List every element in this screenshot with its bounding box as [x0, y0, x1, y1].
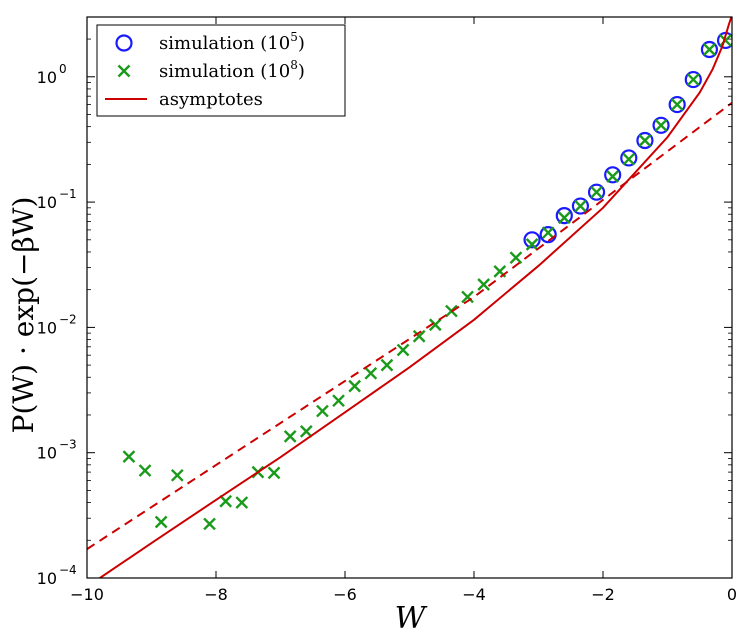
circle-point-8 [652, 116, 670, 134]
x-point-23 [509, 251, 523, 265]
circle-point-10 [684, 70, 702, 89]
x-point-16 [396, 343, 410, 357]
legend-marker-x [117, 64, 131, 78]
x-point-10 [299, 425, 313, 438]
x-point-24 [525, 237, 539, 251]
x-point-8 [267, 466, 281, 480]
x-point-25 [541, 226, 555, 240]
circle-point-7 [636, 131, 654, 150]
asymptote-solid-line [99, 17, 732, 578]
asymptote-dashed-line [87, 102, 732, 550]
y-tick-label-2: 10 [37, 318, 57, 337]
circle-point-1 [539, 226, 557, 244]
x-point-6 [235, 496, 249, 509]
legend-label-1: simulation (108) [159, 58, 305, 82]
x-point-28 [590, 185, 603, 199]
legend-marker-circle [115, 34, 133, 52]
x-point-11 [316, 404, 329, 418]
x-point-35 [703, 43, 716, 56]
y-tick-exponent-1: −3 [59, 438, 77, 452]
x-tick-label-0: −10 [70, 585, 104, 604]
legend-box [96, 24, 346, 117]
x-point-1 [138, 464, 152, 477]
circle-point-11 [700, 40, 719, 59]
y-tick-label-4: 10 [37, 68, 57, 87]
x-point-20 [461, 290, 474, 304]
circle-point-9 [668, 95, 686, 114]
x-point-34 [686, 73, 700, 86]
x-tick-label-2: −6 [333, 585, 357, 604]
circle-point-3 [571, 197, 590, 215]
x-tick-label-3: −4 [462, 585, 486, 604]
x-point-12 [332, 394, 345, 408]
x-point-4 [203, 517, 216, 531]
x-point-18 [428, 318, 442, 332]
plot-area [87, 17, 732, 578]
plot-frame [86, 16, 733, 579]
x-point-9 [283, 430, 297, 443]
x-point-30 [622, 152, 636, 166]
x-point-27 [574, 199, 587, 213]
x-point-31 [638, 134, 652, 147]
x-point-14 [364, 366, 378, 380]
y-tick-exponent-2: −2 [59, 312, 77, 326]
legend-label-2: asymptotes [159, 89, 263, 110]
circle-point-5 [604, 166, 622, 184]
y-tick-exponent-0: −4 [59, 563, 77, 577]
x-point-2 [154, 515, 168, 529]
x-point-15 [380, 358, 394, 372]
x-point-17 [412, 329, 426, 343]
x-point-3 [170, 468, 184, 482]
x-axis-label: W [395, 601, 428, 635]
legend: simulation (105) simulation (108) asymptot… [96, 24, 346, 117]
y-tick-exponent-3: −1 [59, 187, 77, 201]
y-tick-label-0: 10 [37, 569, 57, 588]
x-point-0 [122, 450, 136, 463]
x-point-5 [219, 494, 233, 508]
x-point-21 [477, 278, 491, 291]
legend-label-0: simulation (105) [159, 30, 305, 54]
x-point-32 [654, 118, 668, 132]
circle-point-4 [587, 183, 606, 201]
y-tick-label-1: 10 [37, 444, 57, 463]
y-axis-label: P(W) · exp(−βW) [7, 197, 40, 434]
x-point-33 [670, 98, 684, 111]
circle-point-2 [555, 207, 573, 225]
y-tick-exponent-4: 0 [59, 62, 67, 76]
x-point-36 [719, 34, 732, 47]
x-tick-label-5: 0 [727, 585, 737, 604]
y-tick-label-3: 10 [37, 193, 57, 212]
x-point-13 [348, 379, 362, 393]
circle-point-6 [620, 149, 638, 167]
x-tick-label-4: −2 [591, 585, 615, 604]
x-point-29 [606, 170, 620, 183]
x-tick-label-1: −8 [204, 585, 228, 604]
circle-point-0 [523, 231, 541, 249]
x-point-26 [557, 211, 571, 225]
